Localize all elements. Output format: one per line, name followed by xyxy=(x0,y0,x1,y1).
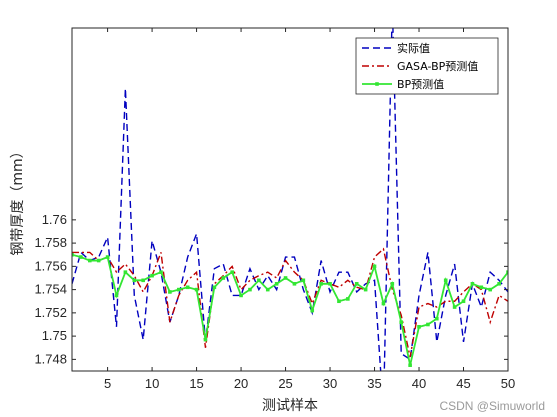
y-axis: 1.748 1.75 1.752 1.754 1.756 1.758 1.76 xyxy=(34,212,508,366)
series-point-3 xyxy=(105,255,110,259)
series-point-3 xyxy=(417,325,421,329)
x-axis-label: 测试样本 xyxy=(262,398,318,414)
series-point-3 xyxy=(96,258,101,263)
y-tick-label: 1.758 xyxy=(34,235,67,250)
series-point-3 xyxy=(319,281,323,286)
x-tick-label: 50 xyxy=(501,376,515,391)
series-point-3 xyxy=(230,270,234,274)
y-tick-label: 1.754 xyxy=(34,282,67,297)
series-point-3 xyxy=(328,281,332,286)
series-point-3 xyxy=(239,293,243,298)
series-point-3 xyxy=(346,297,350,301)
series-point-3 xyxy=(372,264,377,269)
series-point-3 xyxy=(354,281,359,286)
y-tick-label: 1.75 xyxy=(42,328,67,343)
x-tick-label: 30 xyxy=(323,376,337,391)
x-tick-label: 5 xyxy=(104,376,111,391)
legend-label-1: 实际值 xyxy=(397,41,430,55)
x-tick-label: 20 xyxy=(234,376,248,391)
x-tick-label: 10 xyxy=(145,376,159,391)
series-point-3 xyxy=(203,337,208,342)
legend-label-3: BP预测值 xyxy=(397,78,444,91)
series-point-3 xyxy=(461,299,466,304)
series-point-3 xyxy=(497,281,501,286)
series-point-3 xyxy=(132,278,137,283)
series-point-3 xyxy=(506,270,508,274)
series-point-3 xyxy=(292,281,297,286)
series-point-3 xyxy=(248,287,252,292)
series-point-3 xyxy=(301,278,306,283)
legend-label-2: GASA-BP预测值 xyxy=(397,60,478,73)
series-point-3 xyxy=(443,278,448,283)
y-tick-label: 1.76 xyxy=(42,212,67,227)
series-point-3 xyxy=(283,276,288,280)
series-point-3 xyxy=(381,301,386,306)
series-point-3 xyxy=(399,320,404,324)
series-point-3 xyxy=(488,287,493,292)
x-tick-label: 35 xyxy=(367,376,381,391)
series-point-3 xyxy=(72,252,74,257)
series-point-3 xyxy=(212,285,217,290)
series-point-3 xyxy=(87,258,92,263)
series-point-3 xyxy=(168,290,172,294)
series-point-3 xyxy=(479,285,484,290)
series-line-2 xyxy=(72,247,508,358)
series-point-3 xyxy=(274,281,279,286)
series-point-3 xyxy=(265,287,270,292)
series-point-3 xyxy=(79,255,83,259)
x-tick-label: 45 xyxy=(456,376,470,391)
series-point-3 xyxy=(194,287,199,292)
series-point-3 xyxy=(141,278,145,283)
series-layer xyxy=(72,28,508,371)
y-axis-label: 钢带厚度（mm） xyxy=(10,144,26,255)
series-line-1 xyxy=(72,28,508,371)
x-tick-label: 15 xyxy=(189,376,203,391)
series-point-3 xyxy=(257,278,261,283)
series-point-3 xyxy=(435,316,439,321)
series-point-3 xyxy=(363,287,368,292)
axes-box xyxy=(71,27,509,372)
x-tick-label: 25 xyxy=(278,376,292,391)
series-point-3 xyxy=(337,299,341,304)
watermark: CSDN @Simuworld xyxy=(439,399,545,413)
series-point-3 xyxy=(150,273,154,278)
legend: 实际值 GASA-BP预测值 BP预测值 xyxy=(355,37,499,95)
series-point-3 xyxy=(114,293,119,298)
series-point-3 xyxy=(123,270,128,274)
y-tick-label: 1.748 xyxy=(34,351,67,366)
series-point-3 xyxy=(452,305,457,309)
series-point-3 xyxy=(408,363,412,367)
y-tick-label: 1.756 xyxy=(34,258,67,273)
y-tick-label: 1.752 xyxy=(34,305,67,320)
x-axis: 5 10 15 20 25 30 35 40 45 50 xyxy=(104,28,515,391)
series-point-3 xyxy=(159,270,163,274)
series-point-3 xyxy=(390,281,395,286)
x-tick-label: 40 xyxy=(412,376,426,391)
series-point-3 xyxy=(221,276,226,280)
series-point-3 xyxy=(470,281,475,286)
legend-marker xyxy=(375,82,379,86)
series-point-3 xyxy=(185,285,190,290)
series-point-3 xyxy=(426,322,430,327)
series-point-3 xyxy=(310,308,315,313)
series-point-3 xyxy=(176,287,181,292)
